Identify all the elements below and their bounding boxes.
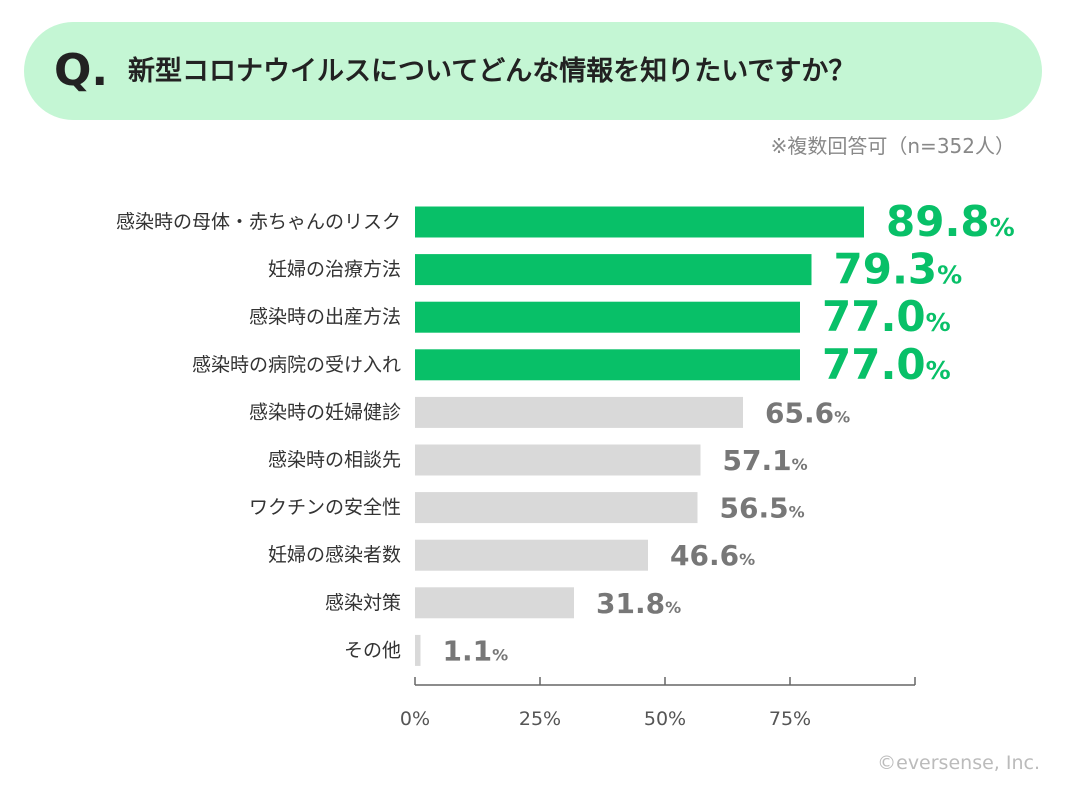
value-label: 77.0%: [822, 340, 951, 389]
category-label: 感染対策: [325, 592, 401, 614]
value-label: 56.5%: [720, 492, 805, 525]
bar: [415, 254, 812, 286]
value-label: 31.8%: [596, 587, 681, 620]
question-mark: Q.: [54, 45, 109, 96]
category-label: 感染時の母体・赤ちゃんのリスク: [116, 211, 401, 233]
sample-note: ※複数回答可（n=352人）: [770, 134, 1015, 158]
value-label: 79.3%: [834, 245, 963, 294]
category-label: ワクチンの安全性: [249, 497, 401, 519]
bar: [415, 349, 800, 381]
value-label: 77.0%: [822, 292, 951, 341]
question-text: 新型コロナウイルスについてどんな情報を知りたいですか？: [128, 56, 856, 87]
value-label: 65.6%: [765, 396, 850, 429]
copyright: ©eversense, Inc.: [877, 752, 1040, 774]
category-label: 感染時の相談先: [268, 449, 401, 471]
x-tick-label: 0%: [400, 708, 430, 730]
bar: [415, 396, 743, 428]
value-label: 46.6%: [670, 539, 755, 572]
category-label: 感染時の出産方法: [249, 306, 401, 328]
bar: [415, 492, 698, 524]
category-label: 妊婦の治療方法: [268, 259, 401, 281]
value-label: 57.1%: [723, 444, 808, 477]
question-banner: [24, 22, 1042, 120]
bar: [415, 206, 864, 238]
category-label: 妊婦の感染者数: [268, 544, 401, 566]
category-label: 感染時の妊婦健診: [249, 401, 401, 423]
category-label: 感染時の病院の受け入れ: [192, 354, 401, 376]
value-label: 1.1%: [443, 634, 509, 667]
x-tick-label: 50%: [644, 708, 686, 730]
category-label: その他: [344, 639, 401, 661]
bar: [415, 301, 800, 333]
x-tick-label: 25%: [519, 708, 561, 730]
bar: [415, 634, 421, 666]
x-tick-label: 75%: [769, 708, 811, 730]
value-label: 89.8%: [886, 197, 1015, 246]
bar: [415, 587, 574, 619]
bar: [415, 444, 701, 476]
bar: [415, 539, 648, 571]
